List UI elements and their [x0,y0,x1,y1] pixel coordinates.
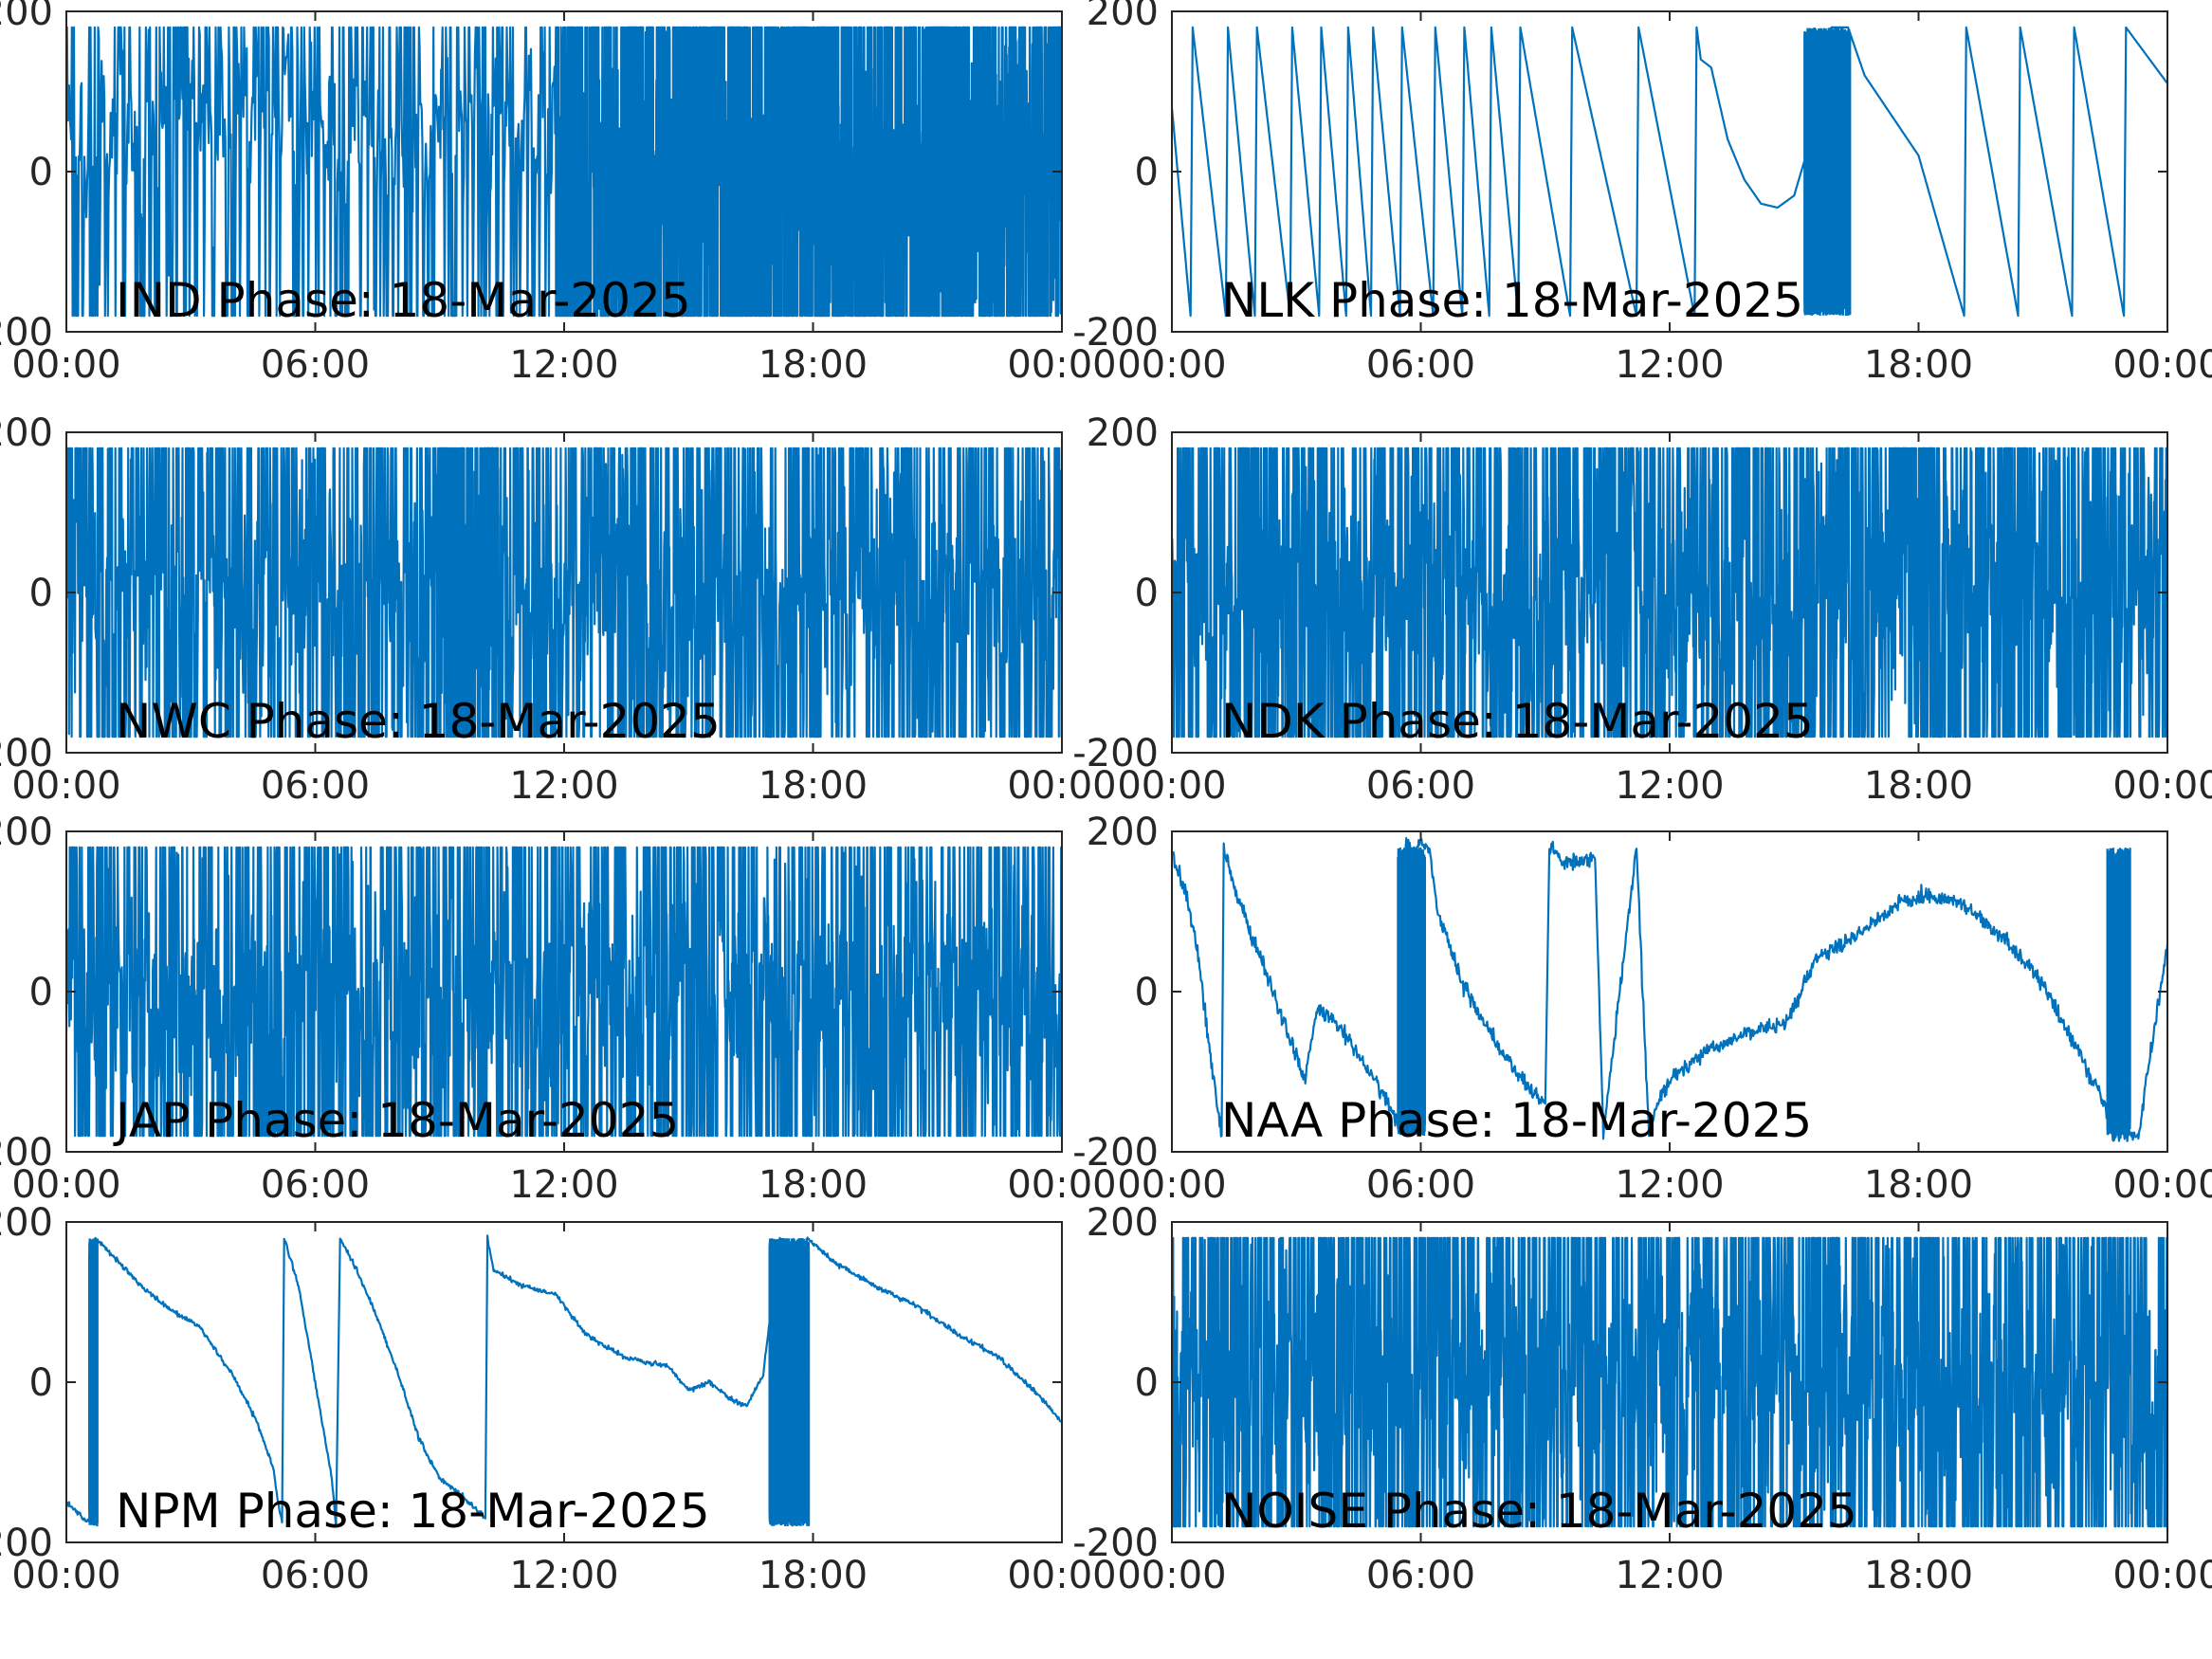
y-tick-label: 0 [29,151,53,194]
y-tick-label: 0 [1135,572,1159,615]
y-tick-label: -200 [1072,1522,1159,1565]
y-tick-label: 0 [29,971,53,1014]
series-line-ind [66,26,1062,318]
y-tick-label: -200 [1072,732,1159,775]
x-tick-label: 00:00 [1007,1163,1116,1207]
panel-title-nlk: NLK Phase: 18-Mar-2025 [1221,273,1803,328]
x-tick-label: 18:00 [1864,343,1973,387]
x-tick-label: 18:00 [1864,1163,1973,1207]
y-tick-label: -200 [0,1522,53,1565]
series-line-ndk [1172,447,2167,738]
x-tick-label: 00:00 [2112,1554,2212,1597]
panel-title-naa: NAA Phase: 18-Mar-2025 [1221,1093,1812,1148]
series-line-nlk [1172,26,2167,318]
series-line-nwc [66,447,1062,738]
x-tick-label: 12:00 [1615,1554,1724,1597]
y-tick-label: -200 [1072,311,1159,355]
y-tick-label: 0 [1135,1361,1159,1405]
x-tick-label: 06:00 [1366,764,1475,808]
x-tick-label: 00:00 [1007,764,1116,808]
series-line-naa [1172,837,2167,1142]
x-tick-label: 18:00 [759,343,868,387]
x-tick-label: 06:00 [1366,1554,1475,1597]
series-line-noise [1172,1236,2167,1528]
x-tick-label: 00:00 [2112,343,2212,387]
panel-title-jap: JAP Phase: 18-Mar-2025 [113,1093,679,1148]
x-tick-label: 00:00 [1117,1163,1226,1207]
y-tick-label: 200 [1087,411,1159,455]
y-tick-label: -200 [0,1131,53,1175]
x-tick-label: 00:00 [11,1554,120,1597]
x-tick-label: 12:00 [1615,1163,1724,1207]
panel-title-nwc: NWC Phase: 18-Mar-2025 [116,694,721,749]
x-tick-label: 00:00 [11,1163,120,1207]
panel-title-npm: NPM Phase: 18-Mar-2025 [116,1484,710,1539]
y-tick-label: 0 [1135,971,1159,1014]
y-tick-label: 200 [0,811,53,854]
x-tick-label: 06:00 [1366,1163,1475,1207]
x-tick-label: 00:00 [1117,343,1226,387]
panel-title-ind: IND Phase: 18-Mar-2025 [116,273,691,328]
y-tick-label: 200 [1087,1201,1159,1245]
x-tick-label: 06:00 [261,1163,370,1207]
x-tick-label: 06:00 [261,1554,370,1597]
x-tick-label: 00:00 [1117,1554,1226,1597]
x-tick-label: 18:00 [1864,764,1973,808]
x-tick-label: 00:00 [11,764,120,808]
x-tick-label: 12:00 [509,1554,618,1597]
x-tick-label: 12:00 [509,764,618,808]
x-tick-label: 00:00 [11,343,120,387]
x-tick-label: 06:00 [261,343,370,387]
y-tick-label: -200 [0,732,53,775]
y-tick-label: 0 [29,1361,53,1405]
x-tick-label: 12:00 [1615,764,1724,808]
y-tick-label: 200 [0,0,53,34]
x-tick-label: 12:00 [509,343,618,387]
y-tick-label: 0 [1135,151,1159,194]
x-tick-label: 12:00 [1615,343,1724,387]
y-tick-label: 0 [29,572,53,615]
x-tick-label: 00:00 [1007,343,1116,387]
y-tick-label: -200 [1072,1131,1159,1175]
x-tick-label: 00:00 [2112,1163,2212,1207]
y-tick-label: 200 [0,411,53,455]
x-tick-label: 00:00 [1007,1554,1116,1597]
series-line-jap [66,846,1062,1138]
x-tick-label: 06:00 [261,764,370,808]
x-tick-label: 00:00 [2112,764,2212,808]
x-tick-label: 18:00 [759,1163,868,1207]
y-tick-label: 200 [0,1201,53,1245]
series-line-npm [66,1234,1062,1528]
x-tick-label: 12:00 [509,1163,618,1207]
y-tick-label: 200 [1087,0,1159,34]
y-tick-label: 200 [1087,811,1159,854]
x-tick-label: 00:00 [1117,764,1226,808]
y-tick-label: -200 [0,311,53,355]
x-tick-label: 18:00 [759,1554,868,1597]
panel-title-ndk: NDK Phase: 18-Mar-2025 [1221,694,1814,749]
x-tick-label: 06:00 [1366,343,1475,387]
x-tick-label: 18:00 [1864,1554,1973,1597]
x-tick-label: 18:00 [759,764,868,808]
panel-title-noise: NOISE Phase: 18-Mar-2025 [1221,1484,1857,1539]
